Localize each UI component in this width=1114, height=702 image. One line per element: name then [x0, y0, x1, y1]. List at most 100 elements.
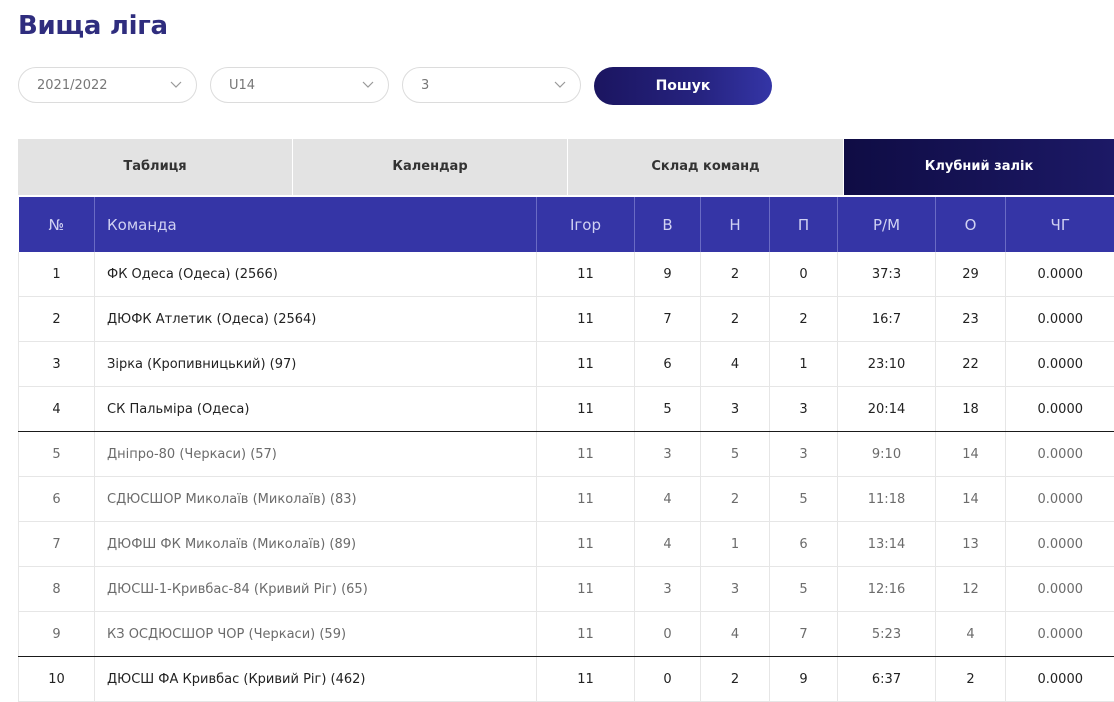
season-select[interactable]: 2021/2022: [18, 67, 197, 103]
cell-draws: 2: [701, 657, 770, 702]
table-header-row: № Команда Ігор В Н П Р/М О ЧГ: [19, 197, 1114, 252]
cell-cg: 0.0000: [1006, 522, 1114, 567]
age-group-select-value: U14: [229, 78, 255, 93]
cell-goals: 37:3: [838, 252, 936, 297]
cell-draws: 3: [701, 567, 770, 612]
cell-cg: 0.0000: [1006, 387, 1114, 432]
search-button[interactable]: Пошук: [594, 67, 772, 105]
col-header-cg[interactable]: ЧГ: [1006, 197, 1114, 252]
cell-wins: 0: [635, 657, 701, 702]
cell-points: 23: [936, 297, 1006, 342]
cell-goals: 5:23: [838, 612, 936, 657]
chevron-down-icon: [554, 79, 566, 89]
cell-team: КЗ ОСДЮСШОР ЧОР (Черкаси) (59): [95, 612, 537, 657]
cell-wins: 3: [635, 567, 701, 612]
cell-points: 22: [936, 342, 1006, 387]
cell-team: Дніпро-80 (Черкаси) (57): [95, 432, 537, 477]
tab-table[interactable]: Таблиця: [18, 139, 292, 195]
cell-cg: 0.0000: [1006, 477, 1114, 522]
cell-losses: 6: [770, 522, 838, 567]
chevron-down-icon: [170, 79, 182, 89]
cell-points: 2: [936, 657, 1006, 702]
cell-team: ДЮФК Атлетик (Одеса) (2564): [95, 297, 537, 342]
cell-games: 11: [537, 297, 635, 342]
cell-losses: 1: [770, 342, 838, 387]
col-header-goals[interactable]: Р/М: [838, 197, 936, 252]
cell-losses: 5: [770, 567, 838, 612]
col-header-points[interactable]: О: [936, 197, 1006, 252]
cell-losses: 3: [770, 432, 838, 477]
cell-wins: 7: [635, 297, 701, 342]
cell-goals: 11:18: [838, 477, 936, 522]
cell-draws: 3: [701, 387, 770, 432]
cell-team: ДЮСШ ФА Кривбас (Кривий Ріг) (462): [95, 657, 537, 702]
cell-team: ДЮФШ ФК Миколаїв (Миколаїв) (89): [95, 522, 537, 567]
col-header-position[interactable]: №: [19, 197, 95, 252]
cell-cg: 0.0000: [1006, 342, 1114, 387]
cell-games: 11: [537, 522, 635, 567]
cell-draws: 2: [701, 477, 770, 522]
cell-goals: 9:10: [838, 432, 936, 477]
cell-draws: 2: [701, 297, 770, 342]
cell-games: 11: [537, 477, 635, 522]
cell-wins: 4: [635, 522, 701, 567]
page-title: Вища ліга: [18, 11, 168, 41]
cell-games: 11: [537, 657, 635, 702]
cell-position: 10: [19, 657, 95, 702]
round-select[interactable]: 3: [402, 67, 581, 103]
cell-games: 11: [537, 387, 635, 432]
cell-games: 11: [537, 567, 635, 612]
tab-team-rosters[interactable]: Склад команд: [567, 139, 843, 195]
cell-wins: 5: [635, 387, 701, 432]
cell-team: ДЮСШ-1-Кривбас-84 (Кривий Ріг) (65): [95, 567, 537, 612]
cell-wins: 0: [635, 612, 701, 657]
cell-goals: 23:10: [838, 342, 936, 387]
tab-calendar[interactable]: Календар: [292, 139, 567, 195]
cell-wins: 3: [635, 432, 701, 477]
cell-points: 12: [936, 567, 1006, 612]
cell-losses: 9: [770, 657, 838, 702]
cell-wins: 6: [635, 342, 701, 387]
cell-points: 13: [936, 522, 1006, 567]
cell-points: 4: [936, 612, 1006, 657]
cell-losses: 0: [770, 252, 838, 297]
col-header-team[interactable]: Команда: [95, 197, 537, 252]
cell-cg: 0.0000: [1006, 252, 1114, 297]
col-header-losses[interactable]: П: [770, 197, 838, 252]
cell-wins: 4: [635, 477, 701, 522]
cell-losses: 3: [770, 387, 838, 432]
cell-position: 4: [19, 387, 95, 432]
cell-losses: 7: [770, 612, 838, 657]
cell-games: 11: [537, 252, 635, 297]
cell-draws: 1: [701, 522, 770, 567]
tab-club-standings[interactable]: Клубний залік: [843, 139, 1114, 195]
cell-team: ФК Одеса (Одеса) (2566): [95, 252, 537, 297]
cell-goals: 12:16: [838, 567, 936, 612]
season-select-value: 2021/2022: [37, 78, 108, 93]
cell-team: Зірка (Кропивницький) (97): [95, 342, 537, 387]
cell-points: 14: [936, 432, 1006, 477]
age-group-select[interactable]: U14: [210, 67, 389, 103]
cell-goals: 13:14: [838, 522, 936, 567]
cell-position: 3: [19, 342, 95, 387]
cell-goals: 6:37: [838, 657, 936, 702]
cell-draws: 4: [701, 342, 770, 387]
cell-cg: 0.0000: [1006, 657, 1114, 702]
cell-points: 18: [936, 387, 1006, 432]
tab-bar: Таблиця Календар Склад команд Клубний за…: [18, 139, 1114, 195]
cell-team: СК Пальміра (Одеса): [95, 387, 537, 432]
cell-losses: 5: [770, 477, 838, 522]
col-header-wins[interactable]: В: [635, 197, 701, 252]
round-select-value: 3: [421, 78, 429, 93]
cell-position: 9: [19, 612, 95, 657]
col-header-draws[interactable]: Н: [701, 197, 770, 252]
chevron-down-icon: [362, 79, 374, 89]
col-header-games[interactable]: Ігор: [537, 197, 635, 252]
